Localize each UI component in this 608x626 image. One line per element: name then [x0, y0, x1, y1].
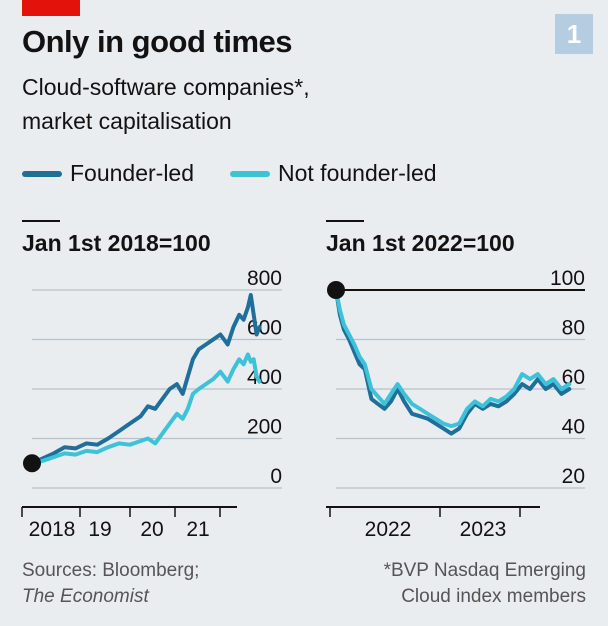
start-marker-1	[327, 281, 345, 299]
y-tick-label-0-4: 800	[247, 267, 282, 290]
series-line-1-1	[334, 288, 572, 429]
footer-sources: Sources: Bloomberg; The Economist	[22, 558, 199, 610]
y-tick-label-0-1: 200	[247, 416, 282, 439]
note-line-1: *BVP Nasdaq Emerging	[383, 560, 586, 581]
chart-subtitle: Cloud-software companies*, market capita…	[22, 70, 310, 138]
y-tick-label-1-0: 20	[562, 465, 585, 488]
note-line-2: Cloud index members	[401, 586, 586, 607]
x-tick-label-0-1: 19	[88, 518, 111, 541]
series-line-0-1	[30, 352, 262, 466]
subtitle-line-1: Cloud-software companies*,	[22, 74, 310, 100]
left-panel-rule	[22, 220, 60, 222]
sources-line-2: The Economist	[22, 586, 149, 607]
chart-title: Only in good times	[22, 24, 293, 59]
subtitle-line-2: market capitalisation	[22, 108, 232, 134]
brand-red-tag	[22, 0, 80, 16]
right-panel-index-label: Jan 1st 2022=100	[326, 230, 515, 256]
legend-item-not-founder-led: Not founder-led	[230, 160, 437, 187]
legend-swatch-not-founder-led	[230, 170, 270, 177]
footer-note: *BVP Nasdaq Emerging Cloud index members	[384, 558, 586, 610]
sources-line-1: Sources: Bloomberg;	[22, 560, 200, 581]
series-line-1-0	[334, 288, 572, 436]
y-tick-label-1-1: 40	[562, 416, 585, 439]
start-marker-0	[23, 454, 41, 473]
series-line-0-0	[30, 293, 262, 466]
x-tick-label-0-0: 2018	[29, 518, 76, 541]
legend-swatch-founder-led	[22, 170, 62, 177]
right-panel-rule	[326, 220, 364, 222]
x-tick-label-0-2: 20	[140, 518, 163, 541]
y-tick-label-0-2: 400	[247, 366, 282, 389]
legend-label-not-founder-led: Not founder-led	[278, 160, 437, 186]
legend-item-founder-led: Founder-led	[22, 160, 194, 187]
left-panel-index-label: Jan 1st 2018=100	[22, 230, 211, 256]
y-tick-label-1-3: 80	[562, 317, 585, 340]
legend-label-founder-led: Founder-led	[70, 160, 195, 186]
y-tick-label-0-0: 0	[270, 465, 282, 488]
x-tick-label-1-1: 2023	[460, 518, 507, 541]
x-tick-label-0-3: 21	[186, 518, 209, 541]
chart-number-badge: 1	[555, 14, 593, 54]
y-tick-label-0-3: 600	[247, 317, 282, 340]
y-tick-label-1-4: 100	[550, 267, 585, 290]
x-tick-label-1-0: 2022	[365, 518, 412, 541]
